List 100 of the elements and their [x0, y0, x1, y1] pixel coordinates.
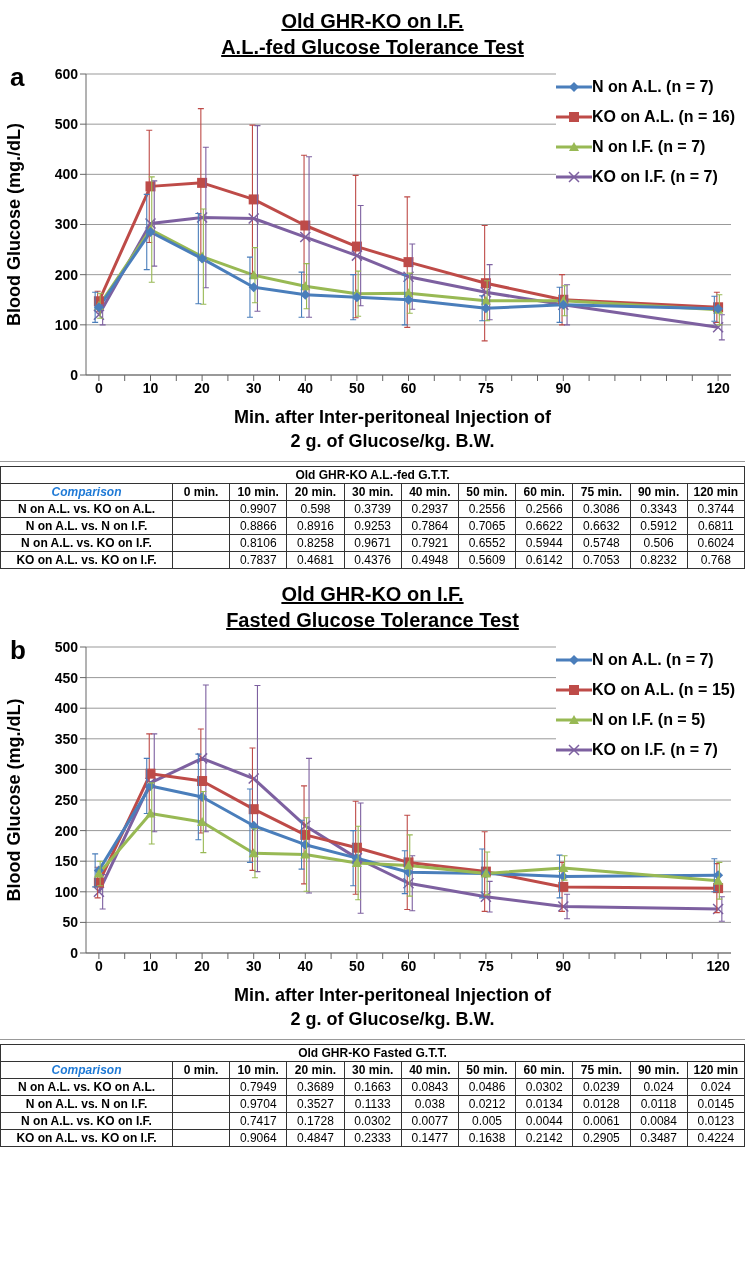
x-tick-label: 75 min. [572, 1061, 630, 1079]
legend-label: KO on I.F. (n = 7) [592, 741, 718, 759]
y-tick-label: 150 [54, 853, 79, 870]
data-label: 0.0145 [687, 1095, 745, 1113]
x-tick-label: 60 [400, 379, 417, 396]
y-tick-label: 400 [54, 166, 79, 183]
data-label: 0.2566 [515, 500, 573, 518]
x-tick-label: 40 min. [401, 1061, 459, 1079]
x-tick-label: 10 [142, 957, 159, 974]
data-label: 0.4376 [344, 551, 402, 569]
x-tick-label: 50 [349, 957, 365, 974]
x-tick-label: 120 [706, 957, 730, 974]
data-label: 0.0302 [515, 1078, 573, 1096]
legend-label: N on I.F. (n = 5) [592, 711, 706, 729]
data-label: 0.2556 [458, 500, 516, 518]
data-label: 0.6622 [515, 517, 573, 535]
x-tick-label: 40 [297, 957, 314, 974]
y-tick-label: KO on A.L. vs. KO on I.F. [0, 1129, 173, 1147]
x-tick-label: 90 min. [630, 1061, 688, 1079]
y-tick-label: 500 [54, 116, 79, 133]
data-label: 0.0118 [630, 1095, 688, 1113]
data-label: 0.0302 [344, 1112, 402, 1130]
data-label: 0.024 [630, 1078, 688, 1096]
data-label: 0.6024 [687, 534, 745, 552]
data-label: 0.6142 [515, 551, 573, 569]
text: a [10, 62, 25, 93]
data-label: 0.7949 [229, 1078, 287, 1096]
data-label: 0.3689 [286, 1078, 345, 1096]
y-tick-label: 0 [70, 944, 79, 961]
data-label: 0.9064 [229, 1129, 287, 1147]
y-tick-label: 200 [54, 822, 79, 839]
data-label: 0.6632 [572, 517, 630, 535]
x-tick-label: 40 [297, 379, 314, 396]
data-label: 0.1663 [344, 1078, 402, 1096]
data-label: 0.3739 [344, 500, 402, 518]
data-label: 0.5609 [458, 551, 516, 569]
x-tick-label: 75 [478, 379, 494, 396]
y-tick-label: KO on A.L. vs. KO on I.F. [0, 551, 173, 569]
data-label: 0.0134 [515, 1095, 573, 1113]
y-tick-label: 200 [54, 266, 79, 283]
data-label: 0.3744 [687, 500, 745, 518]
data-label: 0.4681 [286, 551, 345, 569]
y-tick-label: N on A.L. vs. KO on A.L. [0, 500, 173, 518]
data-label: 0.0077 [401, 1112, 459, 1130]
data-label: 0.8866 [229, 517, 287, 535]
y-tick-label: N on A.L. vs. KO on I.F. [0, 534, 173, 552]
y-tick-label: N on A.L. vs. KO on I.F. [0, 1112, 173, 1130]
data-label: 0.8232 [630, 551, 688, 569]
x-tick-label: 20 min. [286, 483, 345, 501]
data-label: 0.5944 [515, 534, 573, 552]
x-tick-label: 10 min. [229, 1061, 287, 1079]
x-tick-label: 120 min [687, 1061, 745, 1079]
x-tick-label: 0 [95, 379, 103, 396]
x-tick-label: 90 [555, 379, 572, 396]
data-label: 0.005 [458, 1112, 516, 1130]
x-tick-label: 120 [706, 379, 730, 396]
data-label: 0.9907 [229, 500, 287, 518]
y-tick-label: 100 [54, 316, 79, 333]
data-label: 0.2333 [344, 1129, 402, 1147]
x-tick-label: 20 [194, 957, 211, 974]
legend-label: N on A.L. (n = 7) [592, 78, 714, 96]
text: b [10, 635, 26, 666]
x-tick-label: 90 min. [630, 483, 688, 501]
data-label: 0.024 [687, 1078, 745, 1096]
data-label: 0.7053 [572, 551, 630, 569]
x-tick-label: 90 [555, 957, 572, 974]
x-tick-label: 10 [142, 379, 159, 396]
data-label: 0.3086 [572, 500, 630, 518]
data-label: 0.2905 [572, 1129, 630, 1147]
legend-label: KO on I.F. (n = 7) [592, 168, 718, 186]
data-label: 0.2937 [401, 500, 459, 518]
y-tick-label: N on A.L. vs. N on I.F. [0, 517, 173, 535]
data-label: 0.0123 [687, 1112, 745, 1130]
x-tick-label: 60 [400, 957, 417, 974]
data-label: 0.0128 [572, 1095, 630, 1113]
data-label: 0.7065 [458, 517, 516, 535]
data-label: 0.7864 [401, 517, 459, 535]
data-label: 0.2142 [515, 1129, 573, 1147]
chart-title: Old GHR-KO on I.F. [280, 582, 465, 607]
data-label: 0.8106 [229, 534, 287, 552]
data-label: 0.0486 [458, 1078, 516, 1096]
data-label: 0.6552 [458, 534, 516, 552]
x-tick-label: 75 min. [572, 483, 630, 501]
y-axis-title: Blood Glucose (mg./dL) [4, 698, 25, 902]
x-tick-label: 60 min. [515, 483, 573, 501]
data-label: 0.9253 [344, 517, 402, 535]
x-tick-label: 60 min. [515, 1061, 573, 1079]
data-label: 0.9704 [229, 1095, 287, 1113]
x-tick-label: 120 min [687, 483, 745, 501]
y-tick-label: N on A.L. vs. N on I.F. [0, 1095, 173, 1113]
legend-label: KO on A.L. (n = 15) [592, 681, 735, 699]
x-tick-label: 20 min. [286, 1061, 345, 1079]
chart-subtitle: A.L.-fed Glucose Tolerance Test [220, 35, 525, 60]
x-tick-label: 30 [245, 957, 262, 974]
data-label: 0.3343 [630, 500, 688, 518]
legend-label: KO on A.L. (n = 16) [592, 108, 735, 126]
data-label: 0.7417 [229, 1112, 287, 1130]
x-tick-label: 40 min. [401, 483, 459, 501]
data-label: 0.598 [286, 500, 345, 518]
chart-title: Old GHR-KO A.L.-fed G.T.T. [0, 466, 745, 484]
